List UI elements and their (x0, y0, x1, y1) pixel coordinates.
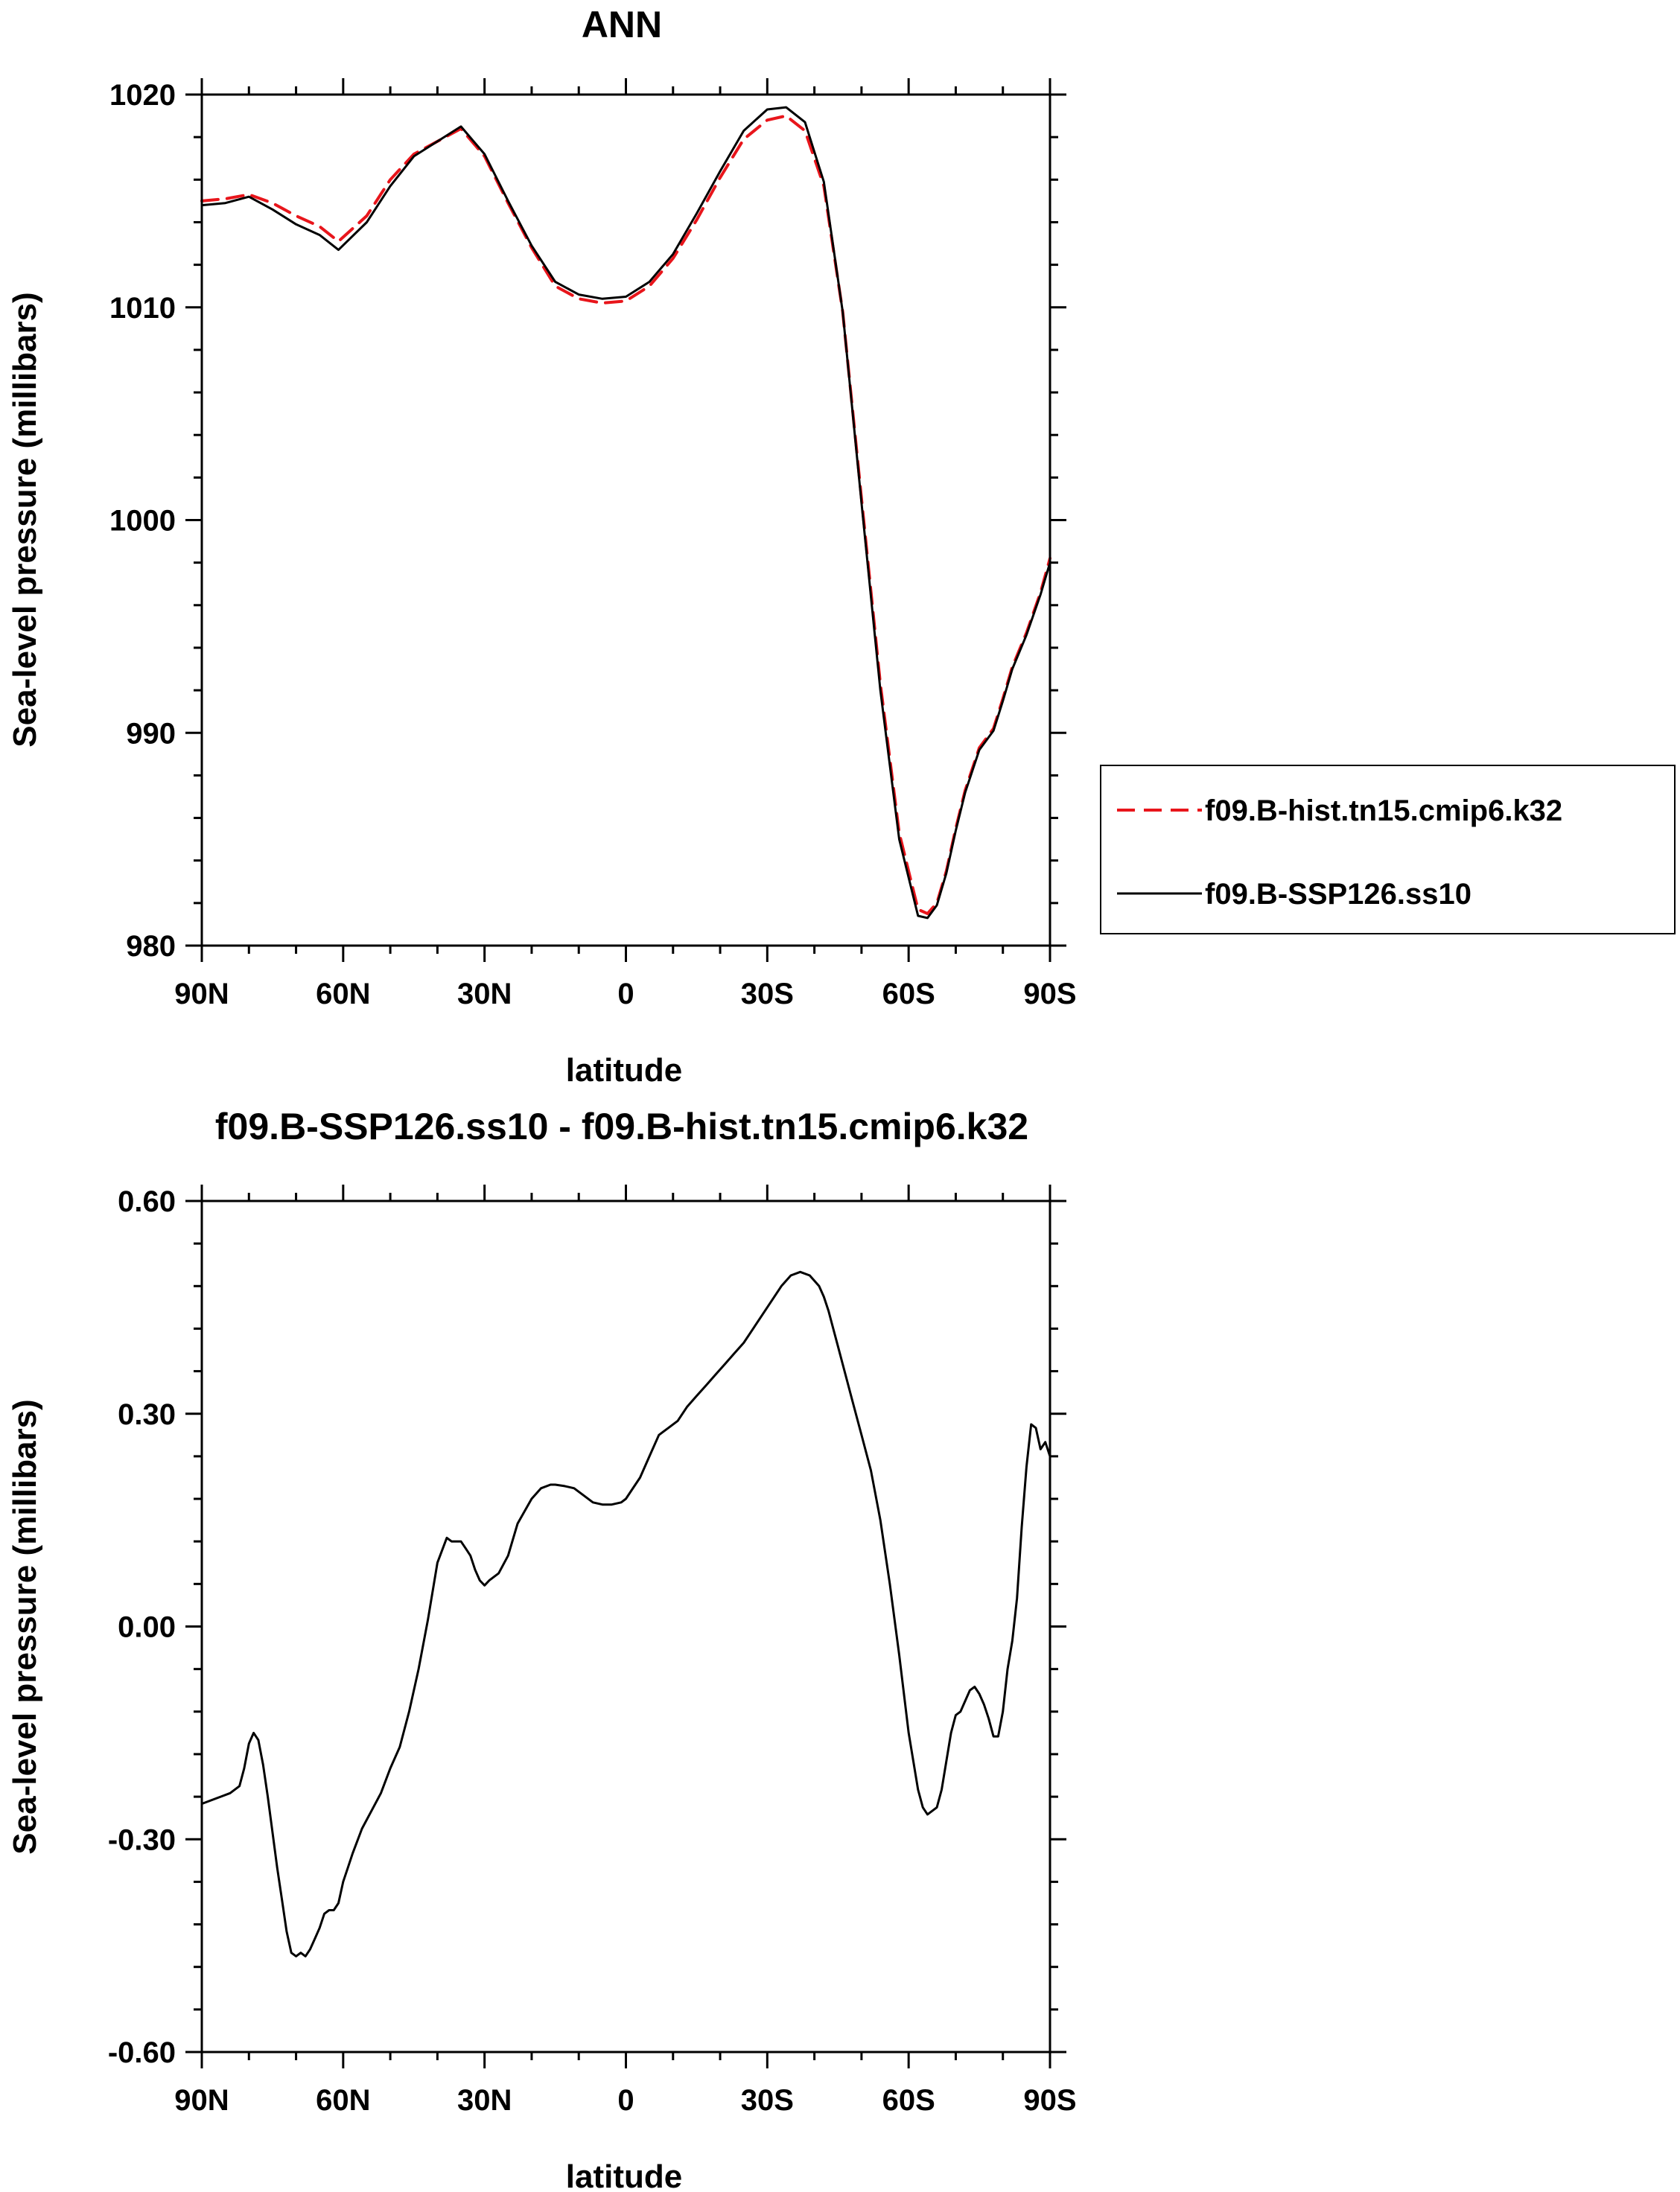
x-tick-label: 90N (174, 978, 229, 1010)
chart-title: f09.B-SSP126.ss10 - f09.B-hist.tn15.cmip… (215, 1106, 1028, 1147)
x-tick-label: 60S (882, 978, 935, 1010)
y-axis-label: Sea-level pressure (millibars) (7, 292, 43, 747)
y-tick-label: -0.60 (108, 2036, 176, 2069)
series-line-1 (200, 114, 1051, 916)
x-tick-label: 60N (316, 978, 370, 1010)
x-tick-label: 30N (457, 978, 512, 1010)
x-axis-label: latitude (566, 1052, 682, 1089)
plot-frame (200, 1199, 1051, 2054)
y-tick-label: 1010 (109, 292, 176, 325)
y-tick-label: 0.60 (118, 1185, 176, 1218)
x-tick-label: 0 (617, 978, 634, 1010)
series-line-2 (200, 106, 1051, 920)
x-tick-label: 0 (617, 2084, 634, 2117)
series-group (200, 1270, 1051, 1957)
y-tick-label: 0.00 (118, 1611, 176, 1644)
axis-ticks: 90N 60N 30N 0 30S 60S 90S 980 990 1000 1010 1020 (109, 78, 1077, 1010)
legend-box (1100, 765, 1676, 934)
chart-title: ANN (582, 4, 662, 45)
x-tick-label: 30S (741, 978, 794, 1010)
panel-difference-slp: f09.B-SSP126.ss10 - f09.B-hist.tn15.cmip… (7, 1106, 1077, 2192)
x-tick-label: 90S (1023, 2084, 1076, 2117)
series-line-1 (200, 1270, 1051, 1957)
y-tick-label: -0.30 (108, 1823, 176, 1856)
x-tick-label: 30S (741, 2084, 794, 2117)
y-tick-label: 1000 (109, 505, 176, 538)
y-tick-label: 980 (126, 930, 176, 963)
plot-frame (200, 93, 1051, 947)
x-tick-label: 90S (1023, 978, 1076, 1010)
legend-label-hist: f09.B-hist.tn15.cmip6.k32 (1205, 794, 1562, 827)
series-group (200, 106, 1051, 920)
y-tick-label: 990 (126, 717, 176, 750)
legend: f09.B-hist.tn15.cmip6.k32 f09.B-SSP126.s… (1100, 765, 1676, 934)
x-tick-label: 90N (174, 2084, 229, 2117)
x-tick-label: 60S (882, 2084, 935, 2117)
x-axis-label: latitude (566, 2158, 682, 2192)
axis-ticks: 90N 60N 30N 0 30S 60S 90S -0.60 -0.30 0.00 0.30 0.6… (108, 1185, 1077, 2117)
x-tick-label: 30N (457, 2084, 512, 2117)
panel-annual-slp: ANN 90N 60N 30N 0 30S 60S 90S 980 990 1000 1010 102… (7, 4, 1676, 1089)
y-axis-label: Sea-level pressure (millibars) (7, 1399, 43, 1854)
x-tick-label: 60N (316, 2084, 370, 2117)
y-tick-label: 1020 (109, 79, 176, 112)
y-tick-label: 0.30 (118, 1398, 176, 1431)
legend-label-ssp: f09.B-SSP126.ss10 (1205, 878, 1471, 911)
